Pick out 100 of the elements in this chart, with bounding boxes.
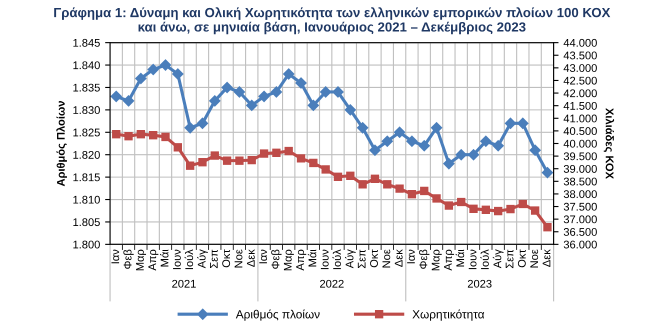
x-tick-label: Αύγ xyxy=(344,249,356,268)
x-tick-label: Δεκ xyxy=(394,249,403,267)
point xyxy=(149,131,158,140)
y2-tick-label: 41.000 xyxy=(564,114,597,122)
point xyxy=(543,223,552,232)
y2-tick-label: 44.000 xyxy=(564,38,597,47)
point xyxy=(530,144,541,156)
y2-tick-label: 40.000 xyxy=(564,140,597,148)
point xyxy=(308,100,319,112)
point xyxy=(174,143,182,152)
point xyxy=(418,140,430,152)
y2-tick-label: 37.500 xyxy=(564,202,597,211)
point xyxy=(357,122,368,134)
point xyxy=(196,118,208,129)
point xyxy=(248,156,256,164)
x-tick-label: Σεπ xyxy=(210,250,218,268)
y2-tick-label: 42.500 xyxy=(564,76,597,85)
x-tick-label: Μάι xyxy=(456,250,464,266)
point xyxy=(480,136,492,147)
y-tick-label: 1.835 xyxy=(73,84,100,92)
x-tick-label: Σεπ xyxy=(358,250,366,268)
x-tick-label: Μάι xyxy=(160,250,168,266)
point xyxy=(334,172,342,181)
x-tick-label: Μάι xyxy=(308,250,316,266)
x-tick-label: Οκτ xyxy=(222,249,230,268)
point xyxy=(382,136,393,147)
y2-tick-label: 43.000 xyxy=(564,64,597,72)
point xyxy=(482,206,490,214)
x-tick-label: Νοε xyxy=(530,249,538,268)
x-tick-label: Ιουν xyxy=(320,250,329,270)
point xyxy=(358,180,367,189)
x-tick-label: Ιαν xyxy=(111,250,120,264)
point xyxy=(395,184,404,193)
text: 2023 xyxy=(468,280,492,288)
point xyxy=(492,140,504,152)
point xyxy=(408,190,416,198)
point xyxy=(235,156,244,165)
text: 2021 xyxy=(172,280,196,288)
y-tick-label: 1.815 xyxy=(73,173,100,182)
y-tick-label: 1.845 xyxy=(73,38,100,47)
point xyxy=(186,162,194,170)
point xyxy=(296,154,306,163)
point xyxy=(295,77,307,89)
y2-tick-label: 37.000 xyxy=(564,215,597,224)
point xyxy=(122,95,134,107)
x-tick-label: Απρ xyxy=(444,250,454,271)
legend-label: Χωρητικότητα xyxy=(412,309,484,321)
point xyxy=(246,100,258,112)
point xyxy=(210,151,219,160)
y2-tick-label: 36.500 xyxy=(564,228,597,236)
x-tick-label: Απρ xyxy=(296,250,306,271)
x-tick-label: Οκτ xyxy=(370,249,378,268)
y-tick-label: 1.830 xyxy=(73,106,100,114)
point xyxy=(234,86,246,98)
point xyxy=(258,90,270,102)
x-tick-label: Μαρ xyxy=(432,250,442,270)
point xyxy=(494,206,502,216)
y2-tick-label: 40.500 xyxy=(564,127,597,136)
legend-label: Αριθμός πλοίων xyxy=(236,309,320,321)
point xyxy=(110,90,122,102)
y-tick-label: 1.800 xyxy=(73,240,100,248)
x-tick-label: Μαρ xyxy=(136,250,146,270)
point xyxy=(148,64,159,76)
point xyxy=(272,148,281,157)
point xyxy=(383,180,392,189)
y-tick-label: 1.820 xyxy=(73,150,100,159)
point xyxy=(332,86,344,98)
x-tick-label: Φεβ xyxy=(271,250,282,269)
point xyxy=(322,165,330,174)
y-tick-label: 1.810 xyxy=(73,196,100,204)
x-tick-label: Δεκ xyxy=(246,249,255,267)
point xyxy=(444,201,454,210)
x-tick-label: Ιουν xyxy=(468,250,477,270)
y2-tick-label: 41.500 xyxy=(564,102,597,110)
point xyxy=(270,86,282,98)
x-tick-label: Ιαν xyxy=(259,250,268,264)
point xyxy=(506,204,515,214)
x-tick-label: Απρ xyxy=(148,250,158,271)
y2-tick-label: 43.500 xyxy=(564,52,597,60)
point xyxy=(260,149,268,158)
point xyxy=(284,146,293,156)
point xyxy=(542,167,554,178)
point xyxy=(161,132,170,142)
x-tick-label: Αύγ xyxy=(197,249,208,268)
point xyxy=(172,68,184,80)
point xyxy=(443,158,454,170)
y2-axis-title: Χιλιάδες ΚΟΧ xyxy=(604,108,614,179)
y2-tick-label: 38.500 xyxy=(564,178,597,186)
y2-tick-label: 39.000 xyxy=(564,164,597,173)
point xyxy=(222,156,232,165)
point xyxy=(370,174,380,183)
x-tick-label: Ιούλ xyxy=(332,249,341,270)
point xyxy=(468,149,480,160)
x-tick-label: Νοε xyxy=(382,249,390,268)
x-tick-label: Ιαν xyxy=(407,250,415,264)
x-tick-label: Φεβ xyxy=(123,250,134,269)
point xyxy=(124,132,133,140)
point xyxy=(222,82,233,94)
point xyxy=(530,206,540,215)
point xyxy=(369,144,381,156)
